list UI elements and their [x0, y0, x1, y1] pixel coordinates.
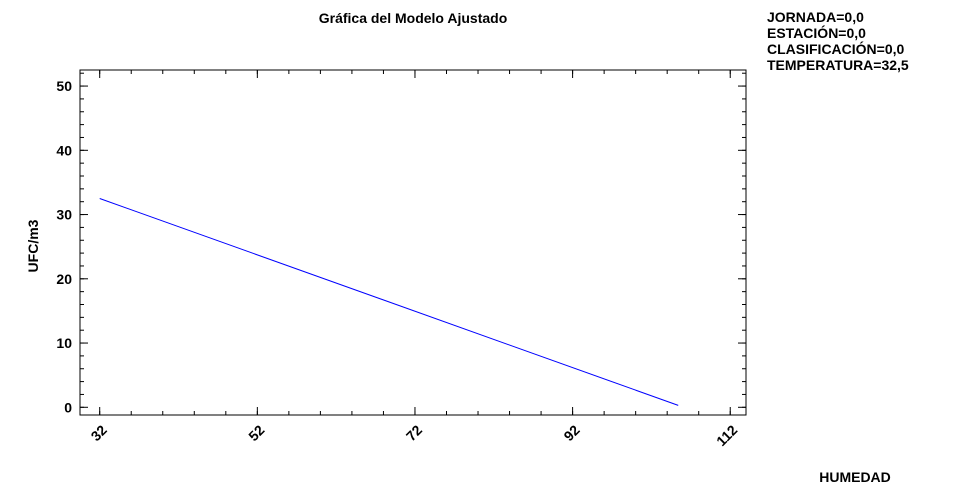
y-tick-label: 0: [64, 399, 72, 415]
annotation: CLASIFICACIÓN=0,0: [767, 40, 905, 57]
annotation: TEMPERATURA=32,5: [767, 57, 909, 73]
x-tick-label: 112: [713, 422, 740, 449]
fitted-line: [99, 198, 679, 406]
annotation: JORNADA=0,0: [767, 9, 864, 25]
annotation: ESTACIÓN=0,0: [767, 24, 866, 41]
y-tick-label: 10: [56, 335, 72, 351]
chart-title: Gráfica del Modelo Ajustado: [319, 10, 508, 26]
x-tick-label: 32: [87, 422, 109, 444]
y-tick-label: 40: [56, 142, 72, 158]
y-tick-label: 20: [56, 271, 72, 287]
x-axis-label: HUMEDAD: [819, 469, 891, 485]
x-tick-label: 52: [245, 422, 267, 444]
plot-frame: [79, 69, 747, 416]
y-axis-label: UFC/m3: [25, 219, 41, 272]
x-tick-label: 72: [403, 422, 425, 444]
x-tick-label: 92: [560, 422, 582, 444]
y-tick-label: 30: [56, 207, 72, 223]
y-tick-label: 50: [56, 78, 72, 94]
